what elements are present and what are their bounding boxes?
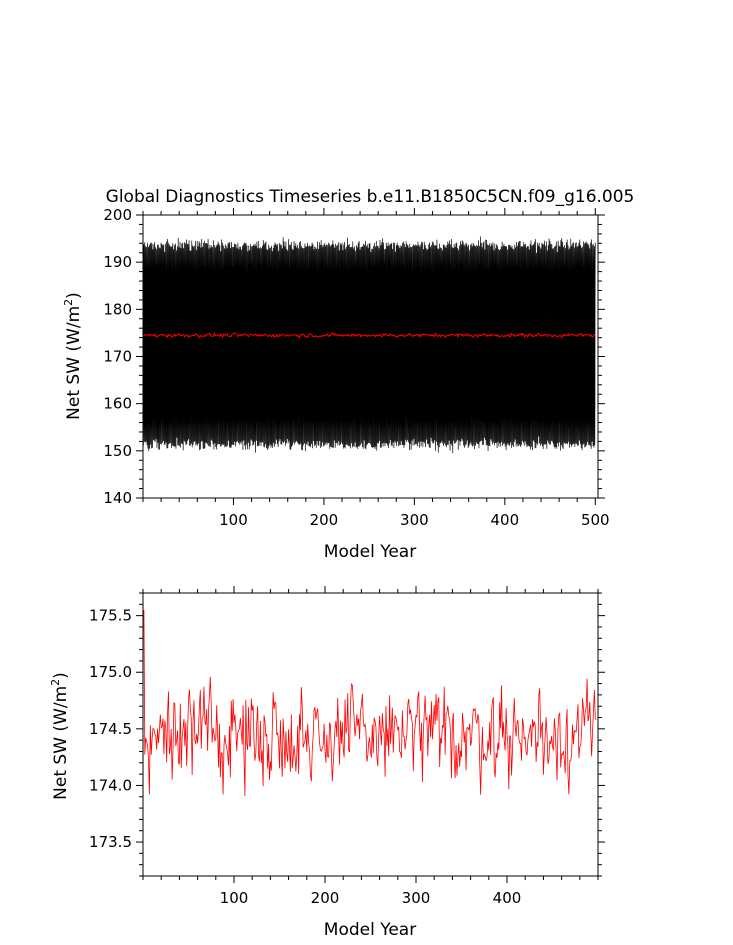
y-tick-label: 170 (103, 348, 132, 366)
x-tick-label: 100 (220, 889, 249, 907)
x-tick-label: 200 (310, 511, 339, 529)
chart-bottom-ylabel: Net SW (W/m2) (49, 672, 71, 800)
x-tick-label: 400 (493, 889, 522, 907)
chart-top-title: Global Diagnostics Timeseries b.e11.B185… (106, 187, 635, 207)
y-tick-label: 200 (103, 206, 132, 224)
y-tick-label: 190 (103, 253, 132, 271)
chart-top-xlabel: Model Year (324, 542, 416, 562)
x-tick-label: 500 (581, 511, 610, 529)
y-tick-label: 173.5 (89, 833, 132, 851)
y-tick-label: 174.0 (89, 776, 132, 794)
bottom-plot-frame (142, 592, 599, 877)
y-tick-label: 140 (103, 489, 132, 507)
x-tick-label: 100 (219, 511, 248, 529)
y-tick-label: 174.5 (89, 720, 132, 738)
top-plot-area (142, 236, 596, 454)
chart-bottom: 100 200 300 400 173.5 174.0 174.5 175.0 175.5 Mo… (49, 586, 605, 940)
y-tick-label: 150 (103, 442, 132, 460)
bottom-plot-area (143, 609, 597, 796)
top-monthly-series-line (142, 236, 596, 454)
x-tick-label: 200 (311, 889, 340, 907)
chart-top: Global Diagnostics Timeseries b.e11.B185… (62, 187, 634, 562)
bottom-axis-ticks: 100 200 300 400 173.5 174.0 174.5 175.0 175.5 (89, 586, 605, 907)
y-tick-label: 160 (103, 395, 132, 413)
chart-bottom-xlabel: Model Year (324, 920, 416, 940)
x-tick-label: 400 (491, 511, 520, 529)
top-axis-ticks: 100 200 300 400 500 140 150 160 170 180 190 200 (103, 206, 609, 529)
bottom-annual-series-line (143, 609, 597, 796)
y-tick-label: 175.0 (89, 663, 132, 681)
chart-top-ylabel: Net SW (W/m2) (62, 292, 84, 420)
top-annual-series-line (142, 331, 596, 339)
x-tick-label: 300 (402, 889, 431, 907)
y-tick-label: 180 (103, 300, 132, 318)
y-tick-label: 175.5 (89, 607, 132, 625)
x-tick-label: 300 (400, 511, 429, 529)
